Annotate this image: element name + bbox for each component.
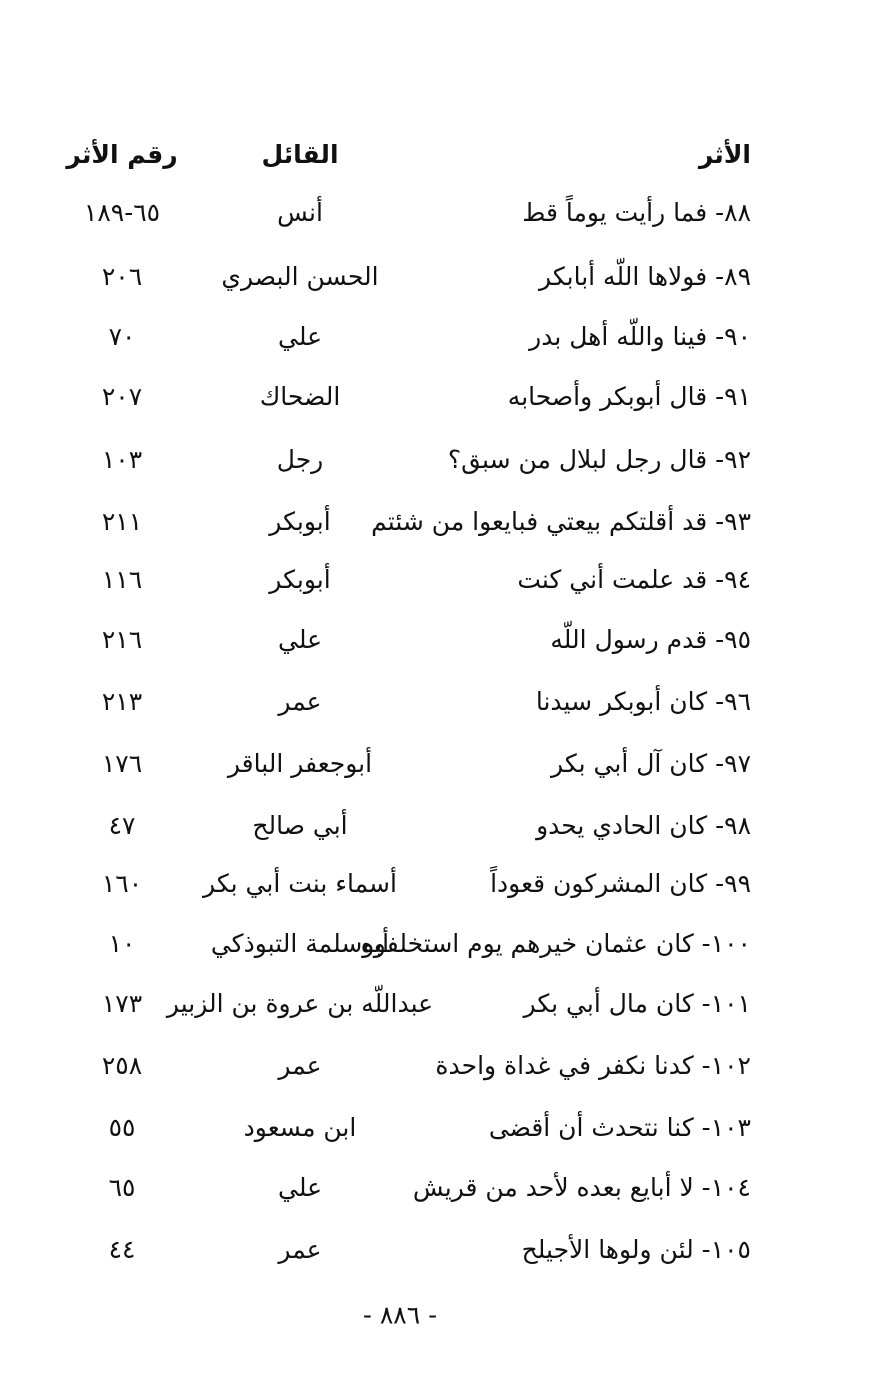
page-number: - ٨٨٦ - [362,1300,438,1330]
header-number: رقم الأثر [66,140,178,169]
qail-cell: عبداللّه بن عروة بن الزبير [166,989,434,1018]
qail-cell: أبوبكر [269,507,331,536]
athar-cell: ٩١- قال أبوبكر وأصحابه [507,382,751,411]
qail-cell: رجل [276,445,324,474]
qail-cell: عمر [278,1051,322,1080]
number-cell: ٢٠٧ [101,382,143,411]
number-cell: ٦٥-١٨٩ [83,198,161,227]
number-cell: ٦٥ [108,1173,136,1202]
athar-cell: ١٠١- كان مال أبي بكر [523,989,751,1018]
qail-cell: أبي صالح [252,811,348,840]
athar-cell: ٩٠- فينا واللّه أهل بدر [529,322,751,351]
qail-cell: أبوبكر [269,565,331,594]
athar-cell: ٩٤- قد علمت أني كنت [517,565,751,594]
athar-cell: ٨٨- فما رأيت يوماً قط [522,198,751,227]
number-cell: ٢٥٨ [101,1051,143,1080]
number-cell: ١٠ [108,929,136,958]
qail-cell: علي [277,1173,323,1202]
qail-cell: أبوجعفر الباقر [227,749,373,778]
number-cell: ١١٦ [101,565,143,594]
qail-cell: الحسن البصري [221,262,379,291]
athar-cell: ١٠٥- لئن ولوها الأجيلح [521,1235,751,1264]
number-cell: ١٠٣ [101,445,143,474]
athar-cell: ٩٣- قد أقلتكم بيعتي فبايعوا من شئتم [371,507,751,536]
qail-cell: عمر [278,687,322,716]
header-athar: الأثر [698,140,751,169]
number-cell: ٤٤ [108,1235,136,1264]
athar-cell: ١٠٤- لا أبايع بعده لأحد من قريش [412,1173,751,1202]
qail-cell: أبوسلمة التبوذكي [210,929,390,958]
athar-cell: ١٠٠- كان عثمان خيرهم يوم استخلفوه [360,929,751,958]
athar-cell: ٩٢- قال رجل لبلال من سبق؟ [447,445,751,474]
number-cell: ٢٠٦ [101,262,143,291]
number-cell: ٢١٦ [101,625,143,654]
number-cell: ١٧٣ [101,989,143,1018]
qail-cell: ابن مسعود [243,1113,357,1142]
number-cell: ١٦٠ [101,869,143,898]
qail-cell: علي [277,322,323,351]
header-qail: القائل [261,140,339,169]
number-cell: ٧٠ [108,322,136,351]
qail-cell: أنس [277,198,323,227]
athar-cell: ٩٩- كان المشركون قعوداً [490,869,751,898]
athar-cell: ٩٨- كان الحادي يحدو [536,811,751,840]
athar-cell: ١٠٣- كنا نتحدث أن أقضى [488,1113,751,1142]
qail-cell: عمر [278,1235,322,1264]
number-cell: ٢١١ [101,507,143,536]
number-cell: ٢١٣ [101,687,143,716]
number-cell: ٤٧ [108,811,136,840]
athar-cell: ١٠٢- كدنا نكفر في غداة واحدة [435,1051,751,1080]
qail-cell: أسماء بنت أبي بكر [203,869,397,898]
number-cell: ٥٥ [108,1113,136,1142]
number-cell: ١٧٦ [101,749,143,778]
athar-cell: ٨٩- فولاها اللّه أبابكر [539,262,751,291]
qail-cell: الضحاك [259,382,341,411]
athar-cell: ٩٥- قدم رسول اللّه [550,625,751,654]
qail-cell: علي [277,625,323,654]
athar-cell: ٩٧- كان آل أبي بكر [551,749,751,778]
athar-cell: ٩٦- كان أبوبكر سيدنا [535,687,751,716]
